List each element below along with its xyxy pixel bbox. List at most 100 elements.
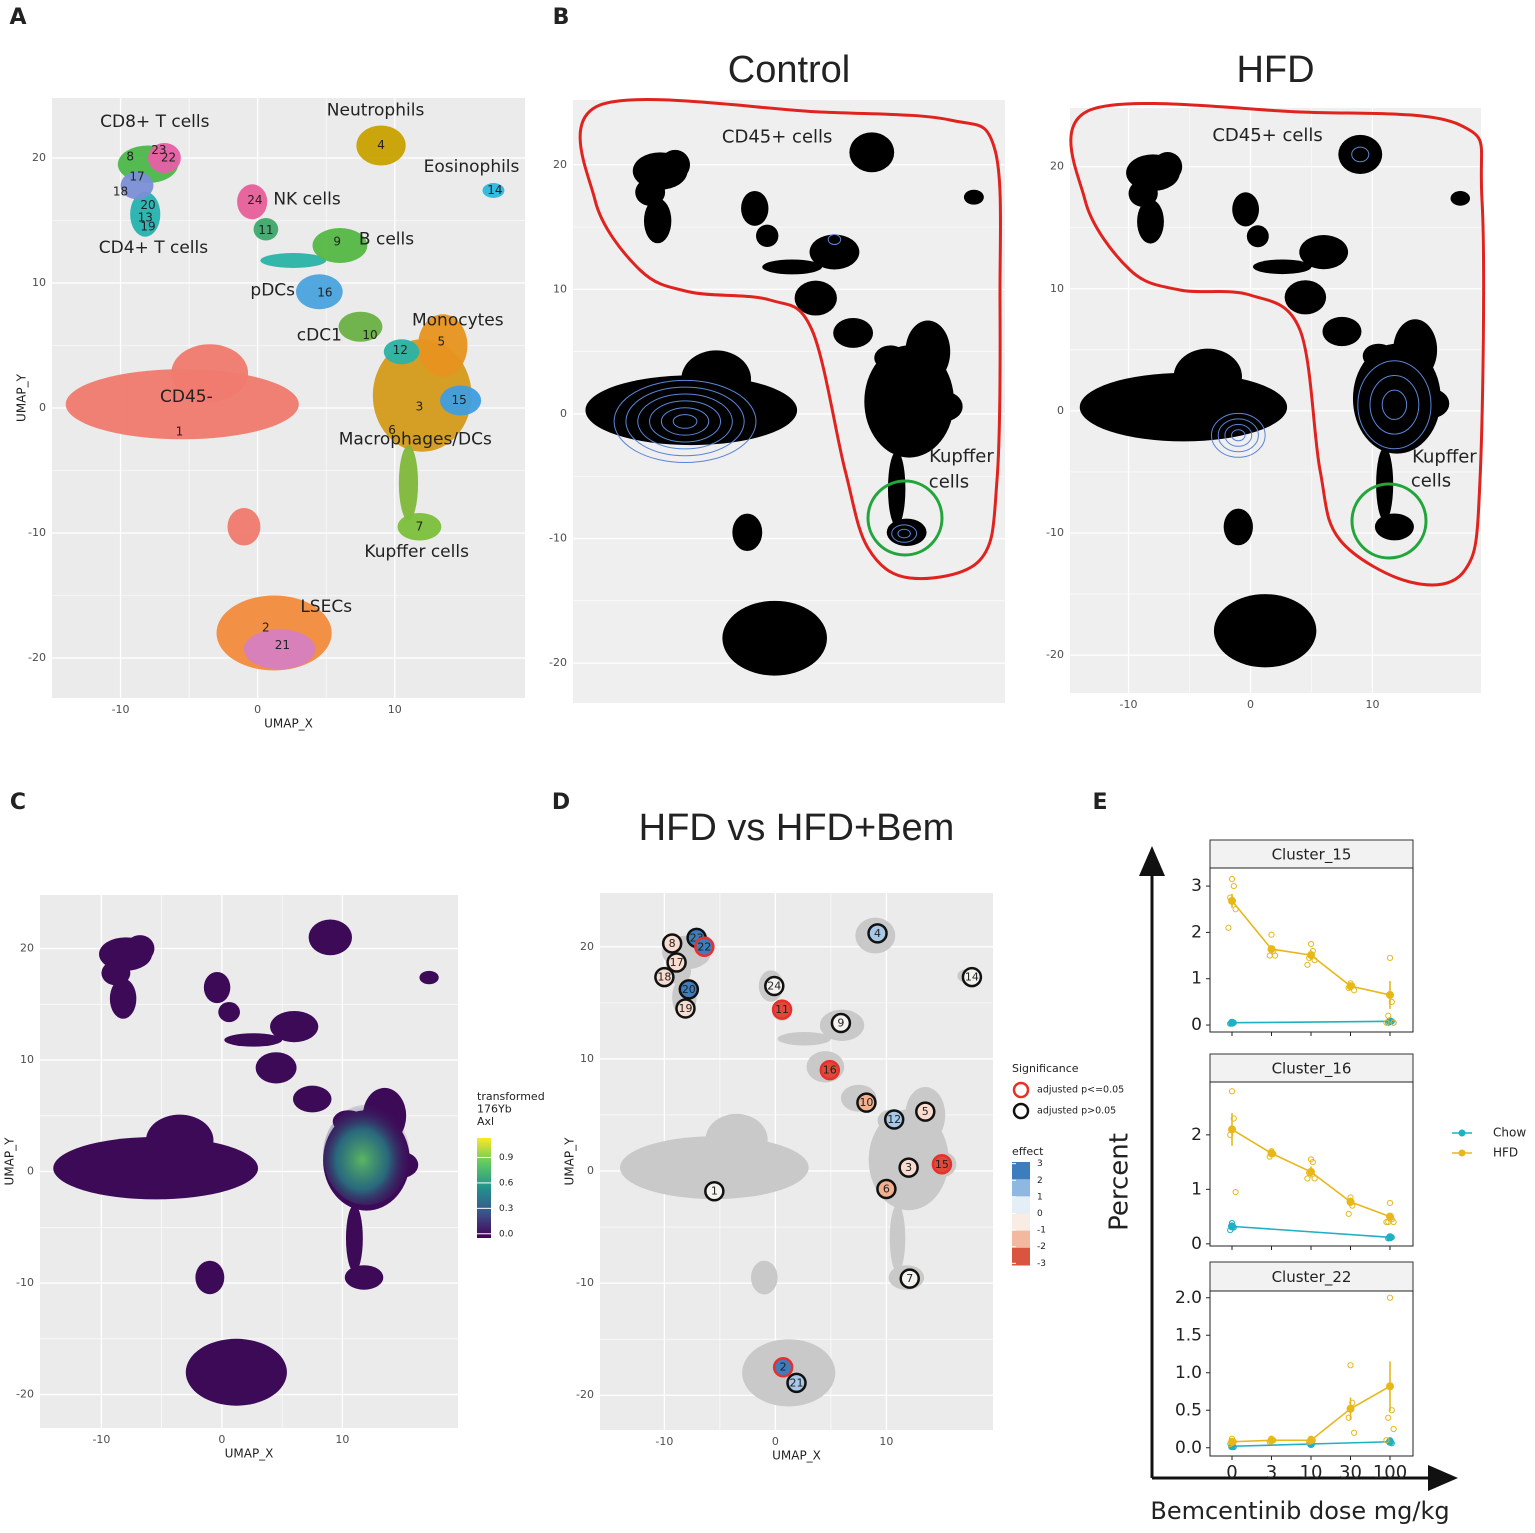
cluster-label: 6 xyxy=(388,423,396,437)
mean-point xyxy=(1228,1125,1236,1134)
mean-point xyxy=(1228,896,1236,905)
cell-cloud xyxy=(130,191,161,237)
y-tick-label: 0 xyxy=(27,1165,34,1178)
y-tick-label: 0 xyxy=(1057,404,1064,417)
cell-cloud xyxy=(270,1010,319,1043)
replicate-point xyxy=(1345,1210,1352,1217)
cell-cloud xyxy=(356,125,406,166)
replicate-point xyxy=(1390,1019,1397,1026)
legend-title: effect xyxy=(1012,1145,1044,1158)
cell-cloud xyxy=(109,978,137,1019)
cluster-point-label: 4 xyxy=(874,927,881,940)
y-tick-label: 20 xyxy=(580,940,594,953)
x-tick-label: -10 xyxy=(655,1435,673,1448)
facet-title: Cluster_15 xyxy=(1272,846,1352,865)
cell-cloud xyxy=(195,1260,225,1295)
cluster-label: 3 xyxy=(416,399,424,413)
density-contour xyxy=(1210,412,1266,458)
cluster-point xyxy=(661,933,683,954)
panel-letter: A xyxy=(9,5,26,30)
mean-point xyxy=(1307,951,1315,960)
cluster-label: 8 xyxy=(126,149,134,163)
colorbar-tick-label: 0.0 xyxy=(499,1229,514,1239)
mean-point xyxy=(1346,982,1355,991)
colorbar-band xyxy=(1012,1247,1030,1266)
y-tick-label: 10 xyxy=(553,282,567,295)
kupffer-circle xyxy=(866,479,944,557)
cell-cloud xyxy=(312,228,368,263)
cluster-point xyxy=(678,979,700,1000)
y-tick-label: 10 xyxy=(1050,282,1064,295)
y-tick-label: 10 xyxy=(20,1053,34,1066)
strip xyxy=(1209,1053,1414,1083)
x-tick-label: -10 xyxy=(92,1433,110,1446)
colorbar-tick-label: 1 xyxy=(1037,1192,1043,1202)
cell-cloud xyxy=(308,919,352,956)
mean-point xyxy=(1228,1222,1236,1231)
x-tick-label: 10 xyxy=(388,703,402,716)
legend-marker xyxy=(1458,1129,1466,1137)
y-tick-label: -10 xyxy=(549,532,567,545)
panel-border xyxy=(1209,867,1414,1033)
y-tick-label: -10 xyxy=(28,526,46,539)
cell-cloud xyxy=(705,1113,768,1166)
cluster-point-label: 24 xyxy=(767,980,781,993)
colorbar-band xyxy=(1012,1230,1030,1249)
population-label: LSECs xyxy=(300,597,352,617)
replicate-point xyxy=(1304,1175,1311,1182)
density-contour xyxy=(672,414,698,429)
replicate-point xyxy=(1309,1158,1316,1166)
cluster-point xyxy=(819,1059,841,1081)
cell-cloud xyxy=(732,513,763,552)
cd45-outline xyxy=(578,98,1003,580)
colorbar-band xyxy=(1012,1162,1030,1180)
y-tick-label: -20 xyxy=(1046,648,1064,661)
legend-label: HFD xyxy=(1493,1146,1518,1160)
y-axis-label: UMAP_Y xyxy=(3,1137,17,1186)
cell-cloud xyxy=(963,189,984,205)
cell-cloud xyxy=(419,970,439,985)
x-tick-label: 10 xyxy=(1365,698,1379,711)
replicate-point xyxy=(1385,1414,1392,1421)
legend-ring xyxy=(1012,1081,1030,1099)
x-tick-label: 0 xyxy=(772,1435,779,1448)
cell-cloud xyxy=(1299,235,1349,270)
colorbar xyxy=(477,1138,491,1238)
cluster-point-label: 20 xyxy=(682,983,696,996)
cluster-point xyxy=(961,966,983,988)
population-label: cDC1 xyxy=(297,326,342,346)
mean-point xyxy=(1386,990,1394,999)
density-contour xyxy=(1369,374,1420,435)
cluster-point-label: 2 xyxy=(780,1361,787,1374)
cluster-label: 14 xyxy=(487,183,502,197)
cluster-point xyxy=(931,1154,953,1175)
colorbar-tick-label: 0.6 xyxy=(499,1178,514,1188)
population-label: CD45+ cells xyxy=(1212,125,1323,146)
cell-cloud xyxy=(1173,348,1242,405)
mean-point xyxy=(1386,1437,1394,1446)
arrow-head xyxy=(1139,846,1165,876)
y-tick-label: 20 xyxy=(553,158,567,171)
mean-line xyxy=(1231,1020,1391,1024)
x-tick-label: 0 xyxy=(254,703,261,716)
cell-cloud xyxy=(849,132,895,173)
mean-point xyxy=(1386,1017,1394,1026)
cluster-point-label: 12 xyxy=(887,1113,901,1126)
cell-cloud xyxy=(741,190,769,226)
panel-letter: D xyxy=(552,790,570,815)
replicate-point xyxy=(1390,1425,1397,1433)
cluster-label: 18 xyxy=(113,184,128,198)
y-tick-label: 0 xyxy=(1191,1234,1202,1254)
cluster-point-label: 14 xyxy=(965,971,979,984)
population-label: Eosinophils xyxy=(424,157,520,177)
x-tick-label: 0 xyxy=(218,1433,225,1446)
cluster-label: 17 xyxy=(129,169,144,183)
cell-cloud xyxy=(243,629,316,670)
cluster-point xyxy=(856,1092,877,1113)
cell-cloud xyxy=(260,253,327,268)
y-tick-label: 10 xyxy=(32,276,46,289)
y-tick-label: 1.0 xyxy=(1175,1363,1202,1383)
cell-cloud xyxy=(345,1204,363,1272)
cell-cloud xyxy=(1246,225,1269,248)
